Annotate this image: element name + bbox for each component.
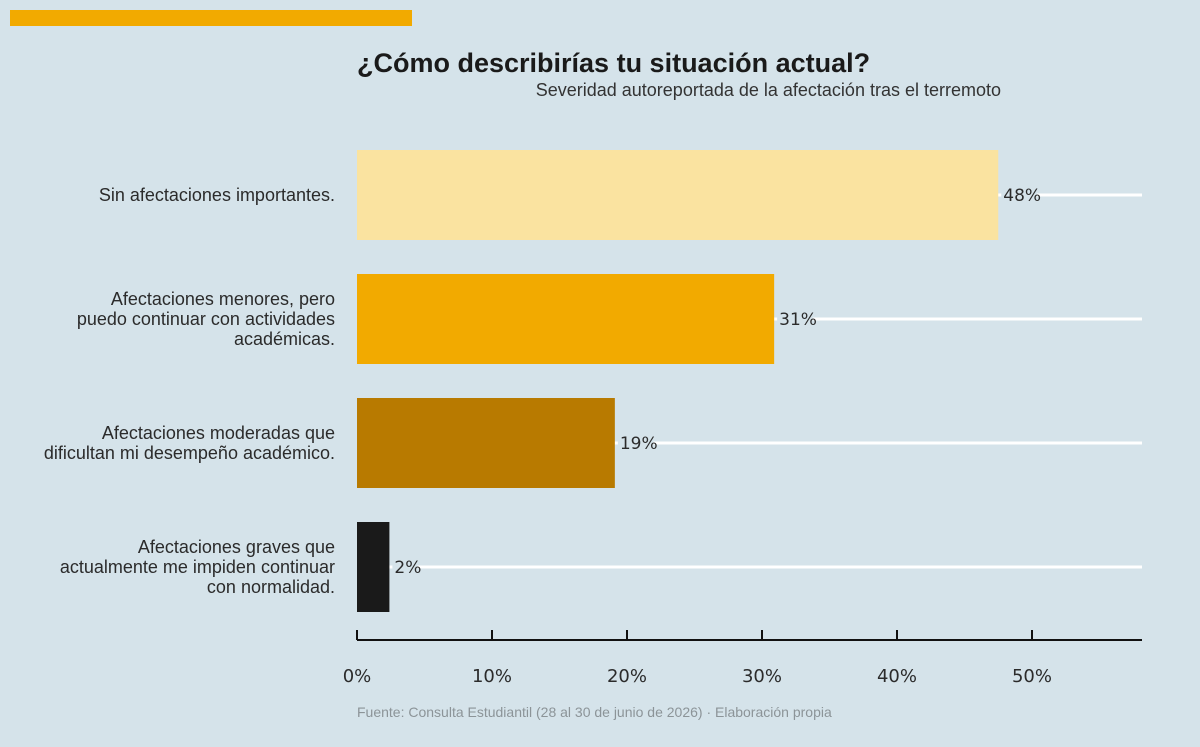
category-label: actualmente me impiden continuar — [60, 557, 335, 577]
x-tick-label: 40% — [877, 666, 917, 687]
value-label: 31% — [779, 310, 817, 330]
category-label: Afectaciones graves que — [138, 537, 335, 557]
category-label: Afectaciones moderadas que — [102, 423, 335, 443]
bar — [357, 398, 615, 488]
x-tick-label: 0% — [343, 666, 372, 687]
x-axis: 0% 10% 20% 30% 40% 50% — [343, 630, 1142, 687]
bar — [357, 150, 999, 240]
x-tick-label: 10% — [472, 666, 512, 687]
category-labels: Sin afectaciones importantes. Afectacione… — [44, 185, 335, 597]
chart-subtitle: Severidad autoreportada de la afectación… — [535, 80, 1001, 100]
x-tick-label: 50% — [1012, 666, 1052, 687]
x-tick-label: 20% — [607, 666, 647, 687]
value-label-bg — [617, 432, 654, 454]
category-label: con normalidad. — [207, 577, 335, 597]
value-label: 48% — [1003, 186, 1041, 206]
category-label: dificultan mi desempeño académico. — [44, 443, 335, 463]
value-label: 2% — [394, 558, 421, 578]
bars — [357, 150, 999, 612]
bar — [357, 522, 390, 612]
category-label: Afectaciones menores, pero — [111, 289, 335, 309]
source-note: Fuente: Consulta Estudiantil (28 al 30 d… — [357, 704, 832, 720]
grid-lines — [357, 193, 1142, 569]
value-label-bg — [777, 308, 813, 330]
x-tick-label: 30% — [742, 666, 782, 687]
value-label: 19% — [620, 434, 658, 454]
chart-title: ¿Cómo describirías tu situación actual? — [357, 48, 871, 78]
value-label-bg — [392, 556, 418, 578]
value-label-bg — [1001, 184, 1037, 206]
bar — [357, 274, 775, 364]
category-label: Sin afectaciones importantes. — [99, 185, 335, 205]
value-labels: 48% 31% 19% 2% — [392, 184, 1041, 578]
category-label: académicas. — [234, 329, 335, 349]
accent-strip — [10, 10, 412, 26]
category-label: puedo continuar con actividades — [77, 309, 335, 329]
